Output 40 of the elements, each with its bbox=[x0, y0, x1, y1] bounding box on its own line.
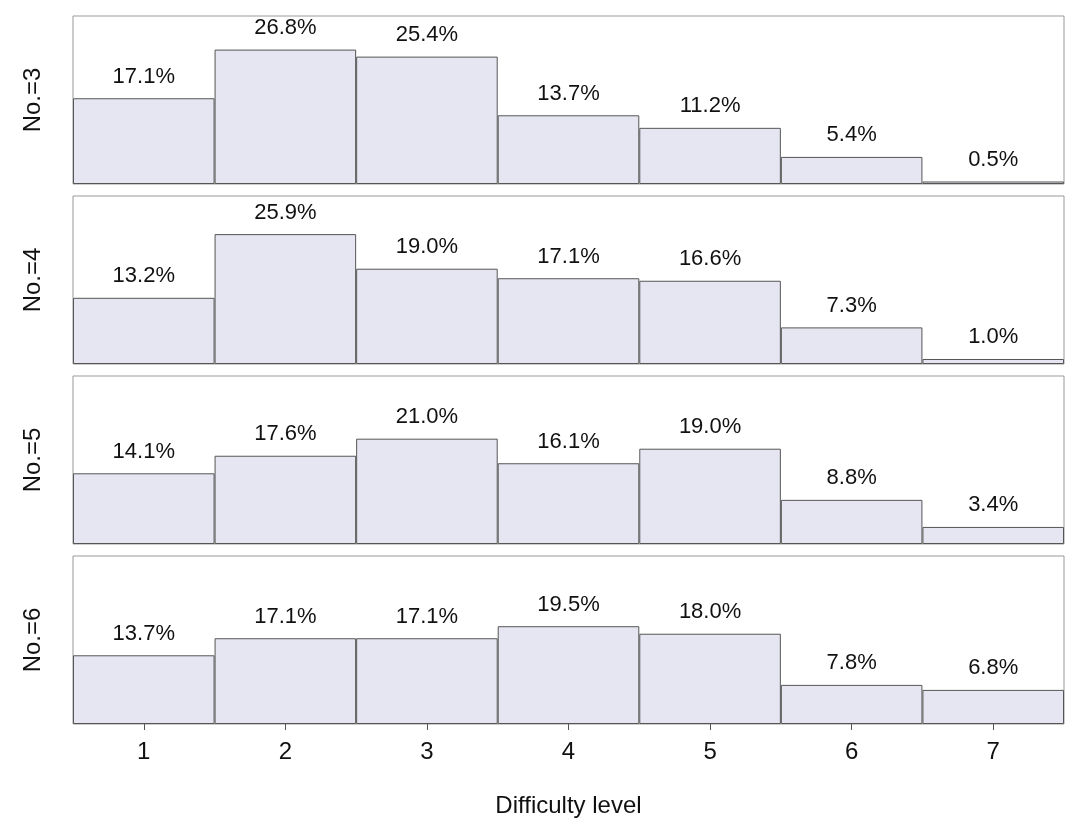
data-label: 3.4% bbox=[968, 491, 1019, 517]
y-axis-title: No.=5 bbox=[17, 427, 45, 493]
data-label: 6.8% bbox=[968, 654, 1019, 680]
data-label: 8.8% bbox=[826, 464, 877, 490]
data-label: 26.8% bbox=[254, 14, 317, 40]
data-label: 7.8% bbox=[826, 649, 877, 675]
data-label: 19.0% bbox=[678, 413, 742, 439]
data-label: 1.0% bbox=[968, 323, 1019, 349]
data-label: 0.5% bbox=[968, 145, 1019, 171]
data-label: 18.0% bbox=[678, 598, 742, 624]
data-label: 21.0% bbox=[395, 403, 459, 429]
y-axis-title: No.=4 bbox=[17, 247, 45, 313]
y-axis-title: No.=6 bbox=[17, 607, 45, 673]
x-tick-label: 6 bbox=[844, 736, 859, 764]
data-label: 13.7% bbox=[112, 619, 175, 645]
data-label: 25.9% bbox=[254, 198, 317, 224]
data-label: 14.1% bbox=[112, 437, 175, 463]
data-label: 19.0% bbox=[395, 233, 459, 259]
data-label: 25.4% bbox=[395, 21, 459, 47]
x-tick-label: 3 bbox=[420, 736, 434, 764]
y-axis-title: No.=3 bbox=[17, 67, 45, 133]
data-label: 16.1% bbox=[537, 427, 600, 453]
data-label: 17.6% bbox=[254, 420, 317, 446]
data-label: 7.3% bbox=[826, 291, 877, 317]
x-tick-label: 7 bbox=[986, 736, 1000, 764]
data-label: 11.2% bbox=[679, 92, 741, 118]
x-tick-label: 1 bbox=[137, 736, 151, 764]
data-label: 13.7% bbox=[537, 79, 600, 105]
data-label: 17.1% bbox=[254, 602, 317, 628]
data-label: 17.1% bbox=[537, 242, 600, 268]
data-label: 5.4% bbox=[826, 121, 877, 147]
data-label: 16.6% bbox=[678, 245, 742, 271]
data-label: 17.1% bbox=[112, 62, 175, 88]
x-tick-label: 2 bbox=[278, 736, 293, 764]
x-tick-label: 5 bbox=[703, 736, 717, 764]
x-tick-label: 4 bbox=[561, 736, 576, 764]
x-axis-title: Difficulty level bbox=[495, 790, 642, 818]
data-label: 17.1% bbox=[395, 602, 459, 628]
data-label: 13.2% bbox=[112, 262, 175, 288]
data-label: 19.5% bbox=[537, 590, 600, 616]
